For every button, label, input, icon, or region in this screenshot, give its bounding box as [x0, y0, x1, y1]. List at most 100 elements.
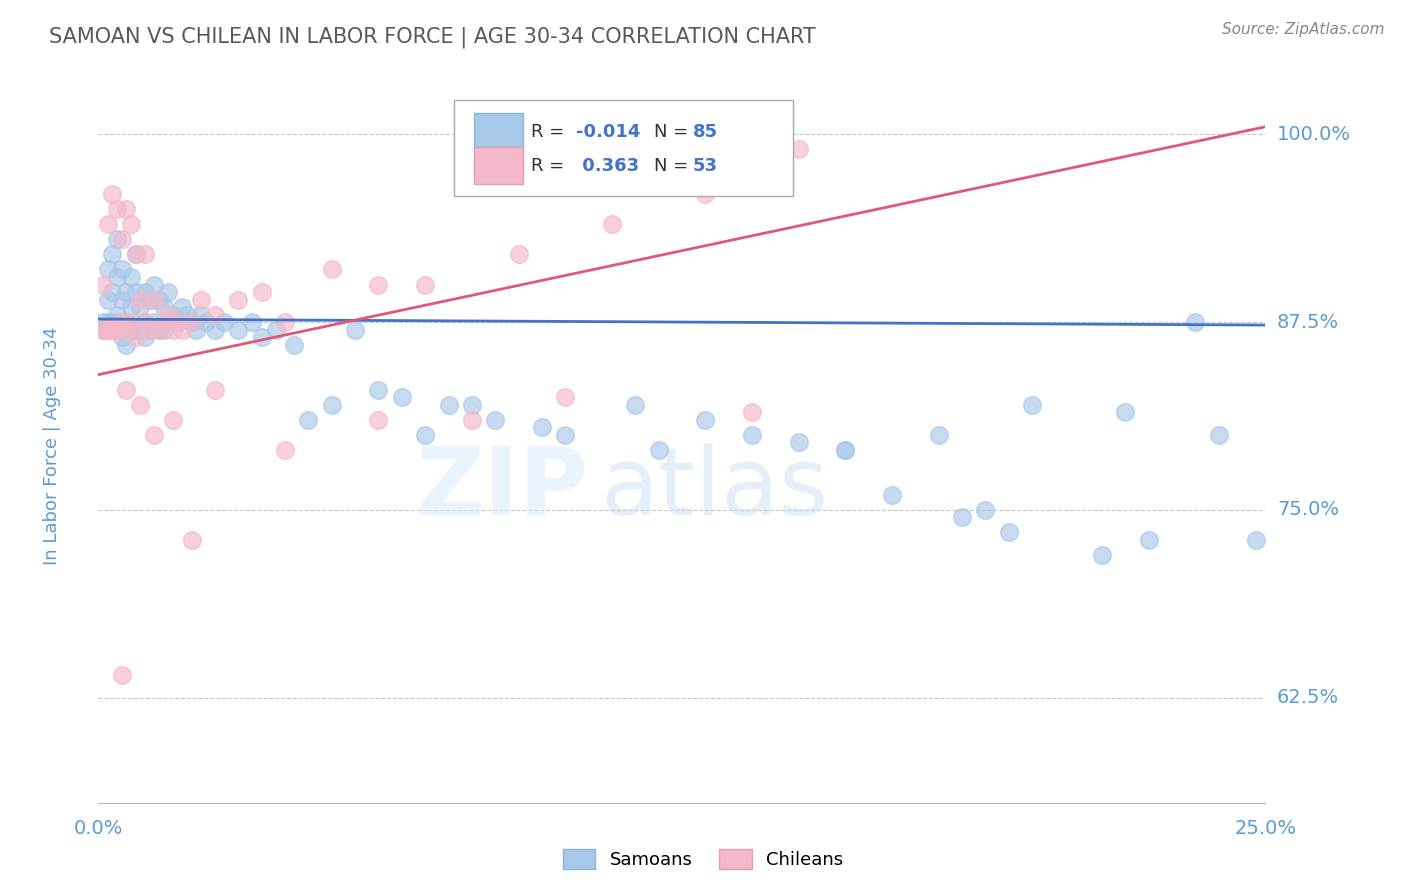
Text: 25.0%: 25.0%	[1234, 820, 1296, 838]
Point	[139, 322, 162, 336]
Point	[101, 322, 124, 336]
Point	[125, 322, 148, 336]
Point	[530, 420, 553, 434]
Point	[176, 308, 198, 322]
Point	[105, 202, 128, 217]
Point	[143, 427, 166, 442]
Point	[172, 300, 194, 314]
Point	[741, 405, 763, 419]
Point	[101, 315, 124, 329]
Text: Source: ZipAtlas.com: Source: ZipAtlas.com	[1222, 22, 1385, 37]
Point	[115, 322, 138, 336]
Point	[129, 300, 152, 314]
Point	[115, 337, 138, 351]
Text: 100.0%: 100.0%	[1277, 125, 1351, 144]
Point	[166, 315, 188, 329]
Point	[413, 277, 436, 292]
Point	[321, 398, 343, 412]
Point	[554, 390, 576, 404]
Point	[91, 322, 114, 336]
Point	[172, 322, 194, 336]
Point	[143, 277, 166, 292]
Point	[1137, 533, 1160, 547]
Point	[111, 668, 134, 682]
Point	[600, 218, 623, 232]
Point	[97, 322, 120, 336]
Point	[157, 285, 180, 299]
Point	[111, 262, 134, 277]
Point	[120, 315, 142, 329]
Point	[437, 398, 460, 412]
Point	[228, 322, 250, 336]
Point	[129, 293, 152, 307]
Text: 62.5%: 62.5%	[1277, 688, 1339, 707]
Text: 0.0%: 0.0%	[73, 820, 124, 838]
Point	[1184, 315, 1206, 329]
Point	[134, 315, 156, 329]
Point	[101, 322, 124, 336]
Point	[120, 322, 142, 336]
Point	[115, 202, 138, 217]
Text: In Labor Force | Age 30-34: In Labor Force | Age 30-34	[42, 326, 60, 566]
Point	[125, 285, 148, 299]
Point	[624, 398, 647, 412]
Point	[162, 413, 184, 427]
Point	[139, 293, 162, 307]
Point	[105, 322, 128, 336]
Point	[391, 390, 413, 404]
Point	[250, 330, 273, 344]
Point	[91, 277, 114, 292]
Text: atlas: atlas	[600, 442, 828, 535]
Point	[162, 308, 184, 322]
Point	[152, 300, 174, 314]
Point	[297, 413, 319, 427]
Point	[134, 315, 156, 329]
Point	[115, 285, 138, 299]
Point	[1114, 405, 1136, 419]
Point	[152, 322, 174, 336]
Point	[139, 322, 162, 336]
Point	[508, 247, 530, 261]
Point	[148, 293, 170, 307]
Point	[250, 285, 273, 299]
Point	[1208, 427, 1230, 442]
Point	[101, 247, 124, 261]
Point	[134, 285, 156, 299]
FancyBboxPatch shape	[474, 147, 523, 184]
Point	[180, 533, 202, 547]
Point	[97, 218, 120, 232]
Point	[186, 322, 208, 336]
Point	[834, 442, 856, 457]
Point	[228, 293, 250, 307]
Text: 75.0%: 75.0%	[1277, 500, 1339, 519]
Point	[834, 442, 856, 457]
Point	[190, 293, 212, 307]
Text: ZIP: ZIP	[416, 442, 589, 535]
Point	[180, 315, 202, 329]
Point	[125, 330, 148, 344]
Point	[190, 308, 212, 322]
FancyBboxPatch shape	[474, 113, 523, 151]
Point	[204, 322, 226, 336]
Point	[105, 232, 128, 246]
Point	[143, 293, 166, 307]
Point	[91, 322, 114, 336]
Point	[321, 262, 343, 277]
Point	[120, 270, 142, 285]
Point	[97, 293, 120, 307]
FancyBboxPatch shape	[454, 100, 793, 196]
Point	[1091, 548, 1114, 562]
Point	[695, 413, 717, 427]
Point	[152, 315, 174, 329]
Point	[367, 413, 389, 427]
Point	[1244, 533, 1267, 547]
Point	[97, 262, 120, 277]
Point	[115, 315, 138, 329]
Point	[554, 427, 576, 442]
Point	[283, 337, 305, 351]
Point	[242, 315, 264, 329]
Text: N =: N =	[654, 157, 695, 175]
Point	[101, 187, 124, 202]
Point	[111, 315, 134, 329]
Text: 53: 53	[692, 157, 717, 175]
